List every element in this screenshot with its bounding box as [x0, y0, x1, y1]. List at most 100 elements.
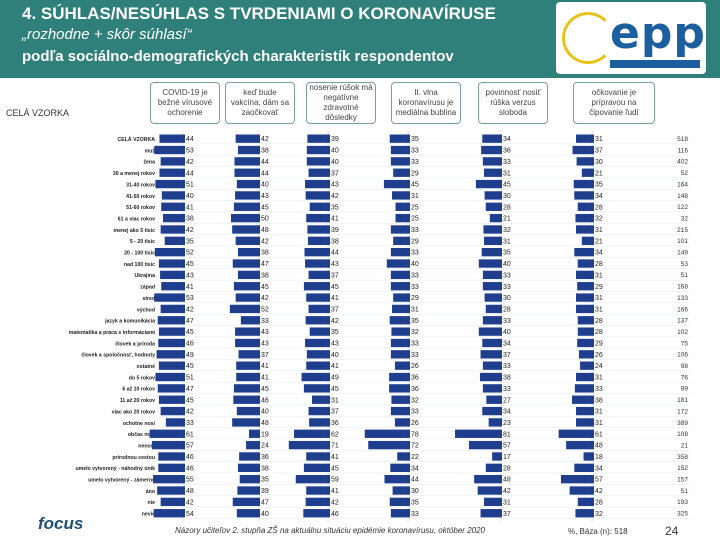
category-label: CELÁ VZORKA: [118, 136, 156, 143]
base-n-label: 148: [677, 193, 688, 200]
statement-header: II. vlna koronavírusu je mediálna bublin…: [391, 82, 461, 124]
bar: [566, 440, 594, 450]
data-label: 38: [503, 375, 511, 382]
data-label: 33: [186, 420, 194, 427]
data-label: 45: [261, 284, 269, 291]
bar: [364, 429, 410, 438]
data-label: 31: [411, 306, 419, 313]
bar: [575, 213, 594, 223]
data-label: 26: [411, 420, 419, 427]
category-label: 51-60 rokov: [126, 205, 155, 211]
category-label: ochotne nosí: [123, 421, 156, 427]
bar: [154, 293, 185, 302]
bar: [158, 327, 185, 336]
bar: [305, 191, 330, 200]
bar: [160, 225, 185, 234]
data-label: 31: [411, 193, 419, 200]
bar: [390, 248, 410, 257]
base-n-label: 51: [681, 488, 689, 495]
data-label: 28: [503, 465, 511, 472]
data-label: 41: [186, 284, 194, 291]
base-n-label: 157: [677, 477, 688, 484]
bar: [478, 327, 502, 336]
data-label: 40: [261, 182, 269, 189]
bar: [569, 486, 594, 495]
bar: [482, 282, 502, 291]
bar: [165, 418, 185, 427]
bar: [233, 202, 260, 211]
base-n-label: 166: [677, 306, 688, 313]
bar: [161, 202, 185, 211]
bar: [229, 304, 260, 314]
bar: [482, 270, 502, 280]
bar: [560, 475, 594, 484]
data-label: 46: [186, 341, 194, 348]
page-subtitle: „rozhodne + skôr súhlasí“: [22, 26, 192, 43]
data-label: 54: [186, 511, 194, 518]
footer-note: Názory učiteľov 2. stupňa ZŠ na aktuálnu…: [175, 526, 485, 535]
bar: [481, 145, 502, 155]
data-label: 37: [331, 409, 339, 416]
bar: [485, 304, 502, 314]
bar: [305, 316, 330, 325]
data-label: 52: [261, 306, 269, 313]
data-label: 44: [186, 136, 194, 143]
bar: [577, 259, 594, 268]
data-label: 44: [186, 170, 194, 177]
data-label: 33: [411, 409, 419, 416]
group-label: CELÁ VZORKA: [6, 108, 70, 118]
bar: [475, 179, 502, 189]
category-label: 41-50 rokov: [126, 194, 155, 200]
bar: [391, 395, 410, 404]
bar: [478, 259, 502, 268]
bar: [482, 406, 502, 416]
data-label: 35: [331, 204, 339, 211]
data-label: 26: [411, 363, 419, 370]
bar: [480, 350, 502, 359]
data-label: 31: [595, 272, 603, 279]
data-label: 42: [186, 499, 194, 506]
data-label: 33: [411, 352, 419, 359]
bar: [390, 225, 410, 234]
data-label: 48: [261, 420, 269, 427]
data-label: 41: [331, 295, 339, 302]
data-label: 49: [331, 375, 339, 382]
base-n-label: 32: [681, 215, 689, 222]
bar: [488, 418, 502, 427]
base-n-label: 402: [677, 159, 688, 166]
data-label: 42: [331, 499, 339, 506]
category-label: človek a príroda: [115, 341, 155, 347]
category-label: jazyk a komunikácia: [104, 319, 155, 325]
data-label: 29: [595, 341, 603, 348]
base-n-label: 164: [677, 181, 688, 188]
data-label: 72: [411, 443, 419, 450]
bar: [576, 270, 594, 280]
data-label: 33: [503, 386, 511, 393]
data-label: 78: [411, 431, 419, 438]
data-label: 41: [331, 216, 339, 223]
data-label: 28: [503, 306, 511, 313]
data-label: 50: [261, 216, 269, 223]
data-label: 40: [411, 261, 419, 268]
bar: [578, 350, 594, 359]
data-label: 48: [261, 227, 269, 234]
data-label: 33: [411, 159, 419, 166]
bar: [235, 236, 260, 245]
data-label: 23: [503, 420, 511, 427]
data-label: 28: [595, 318, 603, 325]
base-n-label: 133: [677, 295, 688, 302]
base-note: %, Báza (n): 518: [568, 527, 628, 536]
data-label: 28: [595, 499, 603, 506]
bar: [155, 179, 185, 189]
bar: [306, 452, 330, 461]
bar: [160, 304, 185, 314]
bar: [308, 270, 330, 280]
bar: [368, 440, 410, 450]
bar: [295, 475, 330, 484]
bar: [386, 259, 410, 268]
base-n-label: 149: [677, 250, 688, 257]
data-label: 40: [261, 409, 269, 416]
bar: [576, 406, 594, 416]
data-label: 42: [186, 306, 194, 313]
bar: [237, 248, 260, 257]
